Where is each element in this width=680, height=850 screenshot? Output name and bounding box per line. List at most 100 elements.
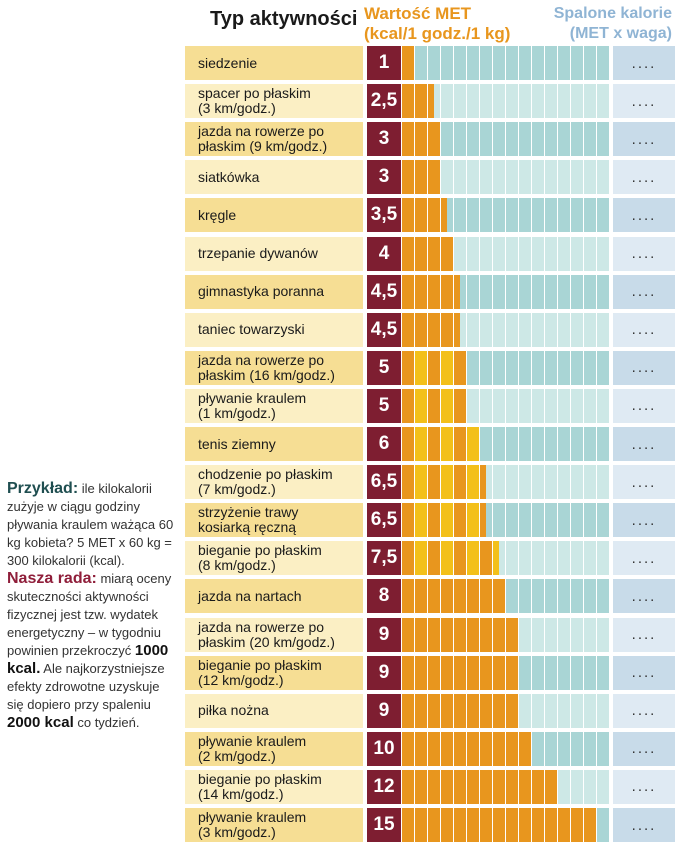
activity-label-text: spacer po płaskim (3 km/godz.) <box>198 85 311 117</box>
bar-segment <box>506 274 518 309</box>
bar-segment <box>480 198 492 233</box>
bar-segment <box>467 731 479 766</box>
bar-segment <box>558 236 570 271</box>
bar-segment <box>467 427 479 461</box>
bar-segment <box>402 46 414 80</box>
table-row: chodzenie po płaskim (7 km/godz.) 6,5.... <box>185 465 675 500</box>
bar-segment <box>545 46 557 80</box>
bar-segment <box>571 198 583 233</box>
bar-segment <box>545 350 557 385</box>
bar-segment <box>506 617 518 652</box>
bar-segment <box>441 579 453 614</box>
bar-segment <box>415 198 427 233</box>
bar-segment <box>480 274 492 309</box>
bar-segment <box>506 312 518 347</box>
bar-segment <box>467 312 479 347</box>
bar-segment <box>428 503 440 538</box>
bar-segment <box>506 350 518 385</box>
advice-amount-2: 2000 kcal <box>7 714 74 731</box>
bar-segment <box>428 46 440 80</box>
bar-segment <box>597 617 609 652</box>
bar-segment <box>454 769 466 804</box>
bar-segment <box>402 160 414 195</box>
bar-segment <box>571 617 583 652</box>
kcal-value-field: .... <box>613 160 675 195</box>
met-bar <box>402 579 610 614</box>
bar-segment <box>441 84 453 119</box>
bar-segment <box>584 465 596 500</box>
bar-segment <box>467 579 479 614</box>
bar-segment <box>428 731 440 766</box>
bar-segment <box>467 388 479 423</box>
kcal-value-field: .... <box>613 579 675 614</box>
bar-segment <box>597 122 609 157</box>
met-value-badge: 3 <box>367 122 401 157</box>
bar-segment <box>441 350 453 385</box>
kcal-value-field: .... <box>613 46 675 80</box>
bar-segment <box>597 731 609 766</box>
table-row: siatkówka 3.... <box>185 160 675 195</box>
bar-segment <box>571 465 583 500</box>
bar-segment <box>558 122 570 157</box>
bar-segment <box>584 617 596 652</box>
bar-segment <box>467 693 479 728</box>
activity-label-text: bieganie po płaskim (14 km/godz.) <box>198 770 322 802</box>
met-value-badge: 2,5 <box>367 84 401 119</box>
bar-segment <box>532 312 544 347</box>
bar-segment <box>532 350 544 385</box>
bar-segment <box>441 388 453 423</box>
bar-segment <box>584 427 596 461</box>
bar-segment <box>597 312 609 347</box>
bar-segment <box>545 503 557 538</box>
bar-segment <box>428 198 440 233</box>
bar-segment <box>571 808 583 842</box>
bar-segment <box>584 198 596 233</box>
bar-segment <box>506 655 518 690</box>
bar-segment <box>428 160 440 195</box>
activity-label: bieganie po płaskim (8 km/godz.) <box>185 541 363 576</box>
bar-segment <box>571 579 583 614</box>
bar-segment <box>584 312 596 347</box>
bar-segment <box>558 769 570 804</box>
bar-segment <box>545 427 557 461</box>
met-bar <box>402 465 610 500</box>
bar-segment <box>584 46 596 80</box>
bar-segment <box>571 655 583 690</box>
bar-segment <box>415 388 427 423</box>
kcal-value-field: .... <box>613 350 675 385</box>
bar-segment <box>467 465 479 500</box>
met-bar <box>402 617 610 652</box>
bar-segment <box>506 808 518 842</box>
bar-segment <box>571 731 583 766</box>
bar-segment <box>454 731 466 766</box>
bar-segment <box>571 769 583 804</box>
advice-text-1: miarą oceny skuteczności aktywności fizy… <box>7 571 172 658</box>
bar-segment <box>441 465 453 500</box>
bar-segment <box>480 46 492 80</box>
bar-segment <box>454 541 466 576</box>
bar-segment <box>428 350 440 385</box>
bar-segment <box>480 541 492 576</box>
bar-segment <box>493 693 505 728</box>
bar-segment <box>493 579 505 614</box>
kcal-value-field: .... <box>613 655 675 690</box>
bar-segment <box>441 503 453 538</box>
bar-segment <box>597 769 609 804</box>
activity-label: trzepanie dywanów <box>185 236 363 271</box>
kcal-value-field: .... <box>613 617 675 652</box>
met-value-badge: 1 <box>367 46 401 80</box>
bar-segment <box>506 427 518 461</box>
met-value-badge: 6,5 <box>367 503 401 538</box>
met-bar <box>402 427 610 461</box>
bar-segment <box>402 84 414 119</box>
bar-segment <box>532 236 544 271</box>
bar-segment <box>441 541 453 576</box>
bar-segment <box>402 617 414 652</box>
bar-segment <box>584 541 596 576</box>
bar-segment <box>441 312 453 347</box>
met-bar <box>402 160 610 195</box>
advice-label: Nasza rada: <box>7 570 97 587</box>
bar-segment <box>597 579 609 614</box>
bar-segment <box>519 274 531 309</box>
met-bar <box>402 198 610 233</box>
